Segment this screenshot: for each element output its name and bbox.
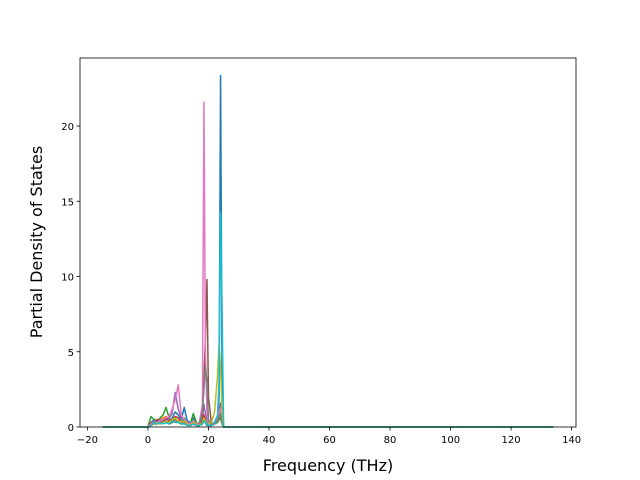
- x-tick-label: 100: [441, 435, 460, 446]
- x-tick-label: 0: [145, 435, 151, 446]
- x-tick-label: 140: [562, 435, 581, 446]
- x-tick-label: 120: [502, 435, 521, 446]
- y-axis-label: Partial Density of States: [27, 146, 46, 338]
- x-tick-label: 20: [202, 435, 215, 446]
- y-tick-label: 0: [68, 423, 74, 434]
- y-tick-label: 10: [61, 273, 74, 284]
- x-tick-label: 80: [384, 435, 397, 446]
- y-tick-label: 5: [68, 348, 74, 359]
- axes-frame: [79, 57, 577, 428]
- x-tick-label: 60: [323, 435, 336, 446]
- x-axis-label: Frequency (THz): [263, 456, 393, 475]
- x-tick-label: −20: [77, 435, 98, 446]
- y-tick-label: 15: [61, 197, 74, 208]
- series-line: [102, 211, 554, 428]
- x-tick-label: 40: [263, 435, 276, 446]
- y-tick-label: 20: [61, 122, 74, 133]
- plot-area: [102, 74, 554, 428]
